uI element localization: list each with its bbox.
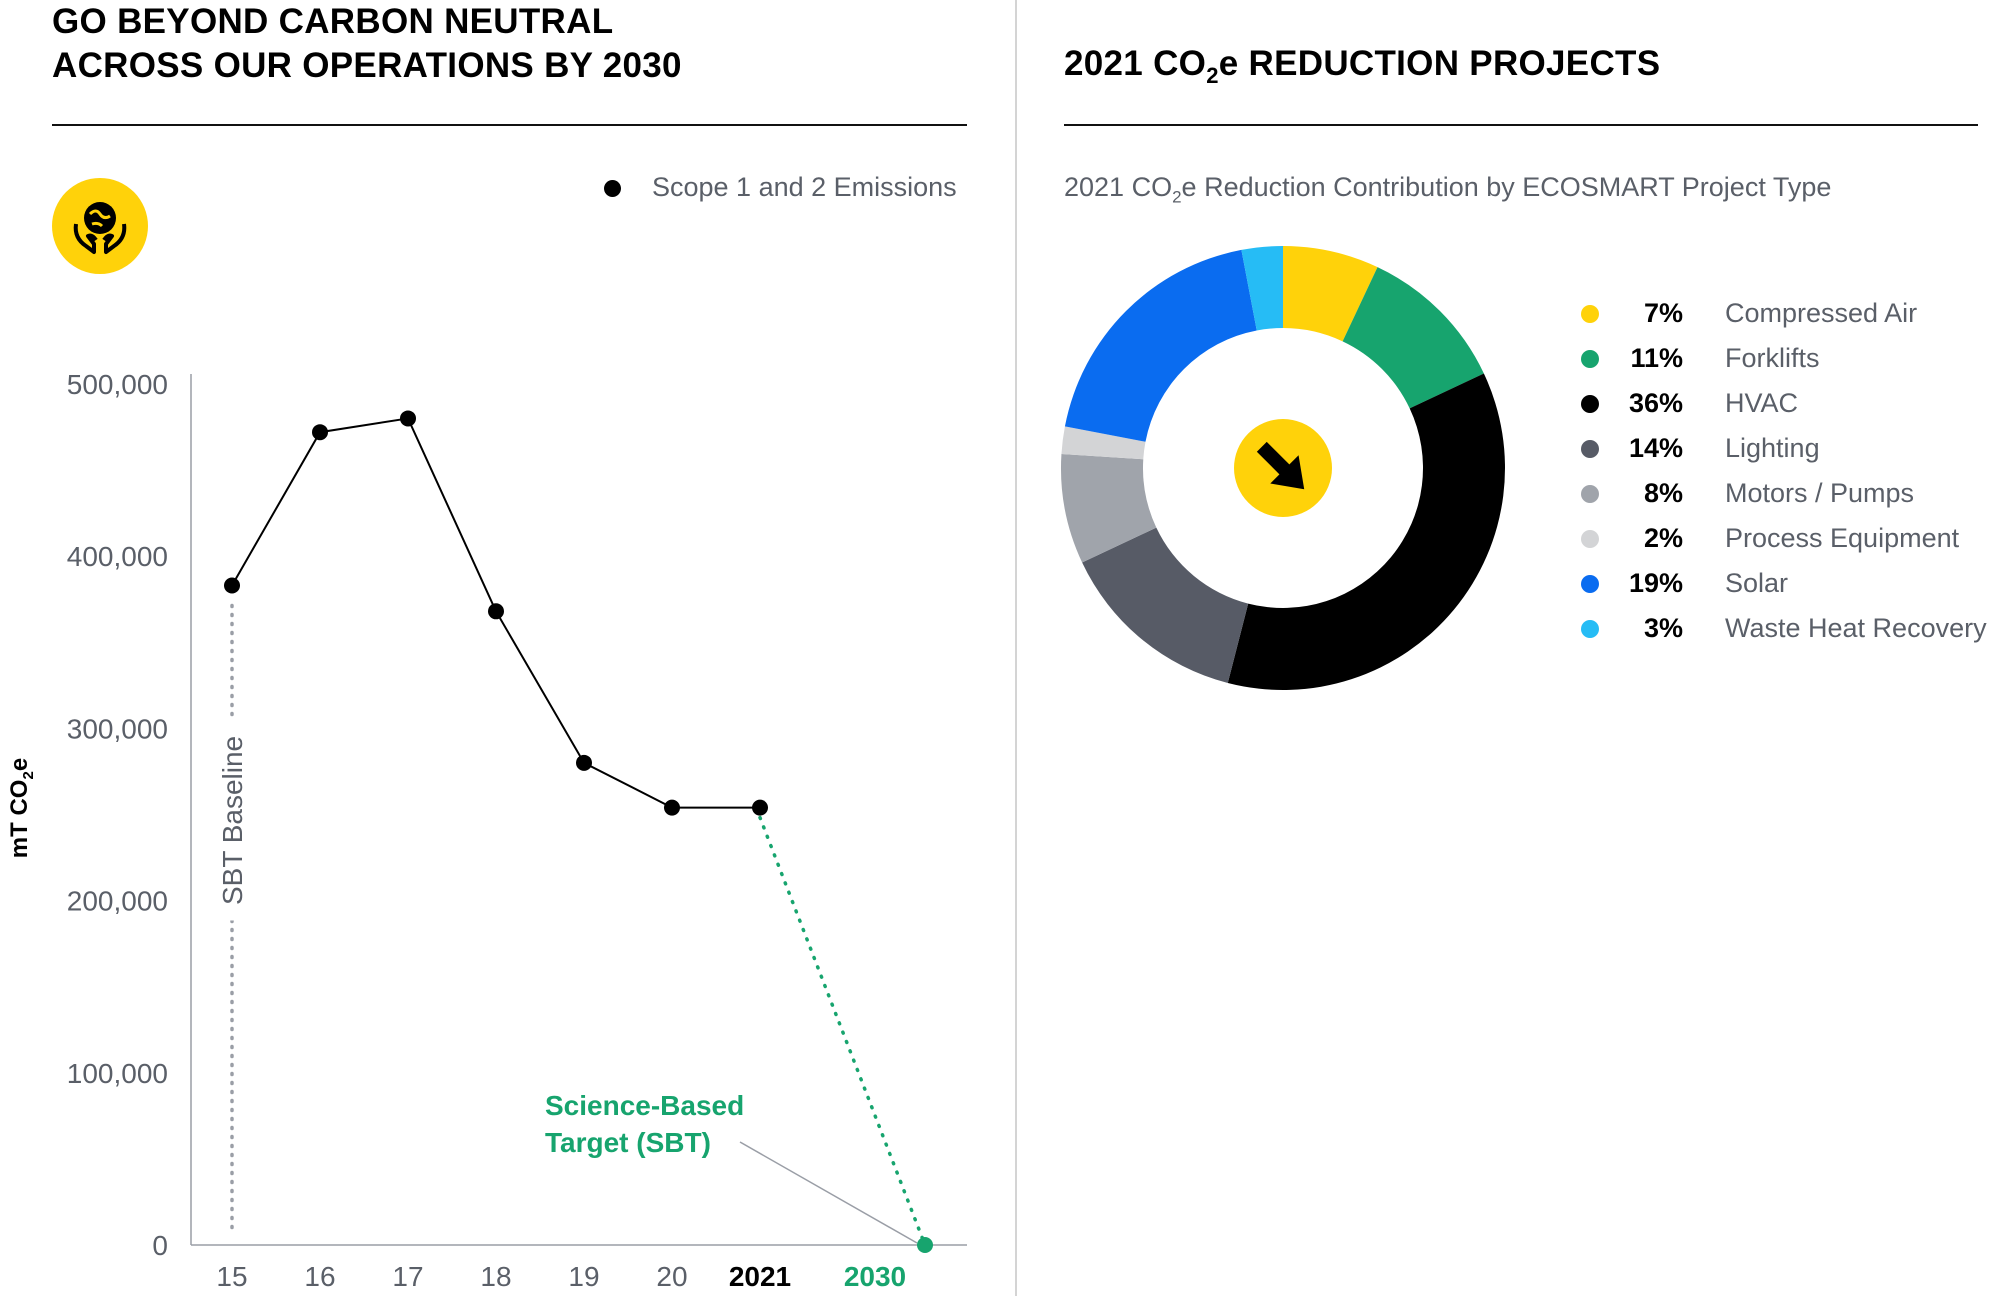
reduction-donut-chart — [1061, 246, 1505, 690]
y-tick-label: 300,000 — [67, 713, 168, 744]
data-point — [664, 799, 680, 816]
legend-swatch — [1581, 620, 1599, 638]
x-tick-label-target: 2030 — [844, 1261, 906, 1292]
legend-label: Compressed Air — [1725, 298, 1918, 328]
legend-swatch — [1581, 575, 1599, 593]
legend-percent: 3% — [1643, 613, 1683, 643]
legend-label: Forklifts — [1725, 343, 1820, 373]
y-tick-label: 500,000 — [67, 369, 168, 400]
x-tick-label: 19 — [568, 1261, 599, 1292]
legend-label: HVAC — [1725, 388, 1799, 418]
legend-percent: 7% — [1643, 298, 1683, 328]
target-data-point — [917, 1237, 933, 1253]
legend-label: Solar — [1725, 568, 1789, 598]
donut-slice-hvac — [1227, 373, 1505, 690]
donut-subtitle: 2021 CO2e Reduction Contribution by ECOS… — [1064, 172, 1832, 207]
donut-slice-motors-pumps — [1061, 454, 1157, 563]
data-point — [224, 577, 240, 594]
donut-slice-forklifts — [1342, 267, 1484, 409]
donut-slice-solar — [1064, 249, 1257, 442]
legend-label: Motors / Pumps — [1725, 478, 1915, 508]
donut-slice-process-equipment — [1061, 426, 1146, 460]
donut-slice-compressed-air — [1283, 246, 1378, 342]
left-title-line1: GO BEYOND CARBON NEUTRAL — [52, 2, 614, 41]
x-tick-label: 20 — [656, 1261, 687, 1292]
line-legend-label: Scope 1 and 2 Emissions — [652, 172, 957, 202]
line-legend-marker — [604, 180, 621, 197]
data-point — [312, 424, 328, 441]
right-title-rule — [1064, 124, 1978, 126]
legend-label: Lighting — [1725, 433, 1820, 463]
x-tick-label: 15 — [216, 1261, 247, 1292]
legend-swatch — [1581, 395, 1599, 413]
legend-swatch — [1581, 530, 1599, 548]
y-tick-label: 400,000 — [67, 541, 168, 572]
y-axis-label: mT CO2e — [6, 758, 37, 858]
x-tick-label: 2021 — [729, 1261, 791, 1292]
x-tick-label: 17 — [392, 1261, 423, 1292]
legend-percent: 14% — [1628, 433, 1683, 463]
target-callout-line — [739, 1141, 918, 1244]
left-title-line2: ACROSS OUR OPERATIONS BY 2030 — [52, 46, 682, 85]
legend-percent: 2% — [1643, 523, 1683, 553]
x-tick-label: 18 — [480, 1261, 511, 1292]
y-tick-label: 100,000 — [67, 1058, 168, 1089]
left-panel-title: GO BEYOND CARBON NEUTRAL ACROSS OUR OPER… — [52, 0, 682, 88]
donut-slice-waste-heat-recovery — [1241, 246, 1283, 331]
panel-divider — [1015, 0, 1017, 1296]
data-point — [400, 410, 416, 427]
legend-percent: 19% — [1628, 568, 1683, 598]
donut-slice-lighting — [1082, 527, 1249, 684]
x-tick-label: 16 — [304, 1261, 335, 1292]
sbt-baseline-label: SBT Baseline — [217, 736, 248, 905]
legend-percent: 8% — [1643, 478, 1683, 508]
data-point — [752, 799, 768, 816]
arrow-down-right-icon — [1256, 441, 1305, 490]
legend-label: Waste Heat Recovery — [1725, 613, 1987, 643]
legend-swatch — [1581, 440, 1599, 458]
legend-swatch — [1581, 350, 1599, 368]
legend-swatch — [1581, 485, 1599, 503]
data-point — [488, 603, 504, 620]
target-label-line2: Target (SBT) — [545, 1127, 711, 1158]
legend-percent: 11% — [1630, 343, 1683, 373]
legend-label: Process Equipment — [1725, 523, 1960, 553]
legend-swatch — [1581, 305, 1599, 323]
legend-percent: 36% — [1628, 388, 1683, 418]
y-tick-label: 0 — [152, 1230, 168, 1261]
data-point — [576, 754, 592, 771]
y-tick-label: 200,000 — [67, 886, 168, 917]
target-dotted-line — [758, 815, 927, 1247]
right-panel-title: 2021 CO2e REDUCTION PROJECTS — [1064, 44, 1661, 88]
globe-in-hands-icon — [52, 178, 148, 274]
emissions-line-chart: 0 100,000 200,000 300,000 400,000 500,000 15 1… — [6, 369, 967, 1292]
left-title-rule — [52, 124, 967, 126]
target-label-line1: Science-Based — [545, 1090, 744, 1121]
